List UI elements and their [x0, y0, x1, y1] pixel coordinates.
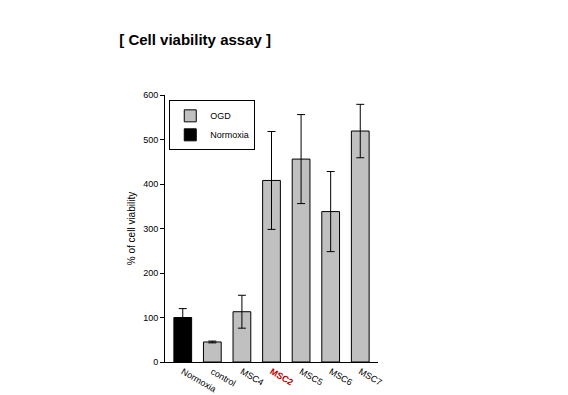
- svg-text:MSC6: MSC6: [327, 366, 354, 387]
- svg-text:500: 500: [143, 135, 158, 145]
- svg-text:0: 0: [153, 357, 158, 367]
- svg-text:300: 300: [143, 224, 158, 234]
- svg-text:OGD: OGD: [210, 111, 231, 121]
- svg-text:[ Cell viability assay ]: [ Cell viability assay ]: [119, 31, 271, 48]
- svg-text:600: 600: [143, 90, 158, 100]
- svg-text:MSC4: MSC4: [239, 366, 266, 387]
- svg-text:400: 400: [143, 179, 158, 189]
- svg-text:100: 100: [143, 313, 158, 323]
- svg-text:MSC5: MSC5: [298, 366, 325, 387]
- svg-text:MSC2: MSC2: [268, 366, 295, 387]
- svg-text:Normoxia: Normoxia: [210, 130, 249, 140]
- svg-text:control: control: [209, 366, 237, 388]
- svg-text:% of cell viability: % of cell viability: [126, 192, 137, 265]
- svg-text:Normoxia: Normoxia: [180, 366, 218, 394]
- svg-text:200: 200: [143, 268, 158, 278]
- svg-text:MSC7: MSC7: [357, 366, 384, 387]
